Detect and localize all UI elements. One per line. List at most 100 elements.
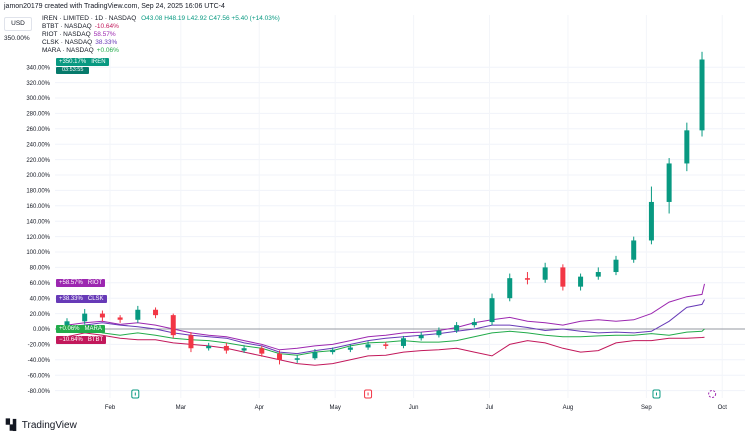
legend-symbol: BTBT · NASDAQ (42, 23, 92, 30)
candle-body (206, 345, 212, 349)
axis-marker: 350.00% (4, 35, 30, 42)
candle (135, 305, 141, 323)
price-label-btbt: −10.64% BTBT (56, 336, 107, 344)
candle-body (259, 348, 265, 354)
event-upcoming-icon[interactable] (708, 390, 717, 398)
candle-body (578, 276, 584, 287)
candle-body (223, 345, 229, 351)
candle-body (471, 322, 477, 326)
x-tick-label: Jul (486, 405, 494, 411)
x-tick-label: Oct (718, 405, 728, 411)
y-tick-label: 260.00% (26, 127, 50, 133)
candle-body (507, 278, 513, 299)
candle (613, 255, 619, 276)
price-label-riot: +58.57% RIOT (56, 279, 106, 287)
legend: IREN · LIMITED · 1D · NASDAQ O43.08 H48.… (42, 15, 280, 55)
candle (578, 273, 584, 291)
line-btbt (66, 332, 705, 366)
candle-body (699, 59, 705, 131)
candle (206, 342, 212, 351)
legend-symbol: CLSK · NASDAQ (42, 39, 93, 46)
candle (631, 236, 637, 263)
candle-body (347, 347, 353, 350)
line-mara (66, 326, 705, 356)
line-clsk (66, 299, 705, 355)
y-tick-label: 180.00% (26, 189, 50, 195)
candle-body (436, 330, 442, 336)
candle (648, 186, 654, 245)
candle-body (418, 335, 424, 339)
candle-body (383, 344, 389, 346)
y-tick-label: 300.00% (26, 96, 50, 102)
candle-body (560, 267, 566, 287)
legend-main[interactable]: IREN · LIMITED · 1D · NASDAQ O43.08 H48.… (42, 15, 280, 23)
y-tick-label: 280.00% (26, 112, 50, 118)
comparison-lines (66, 283, 705, 366)
candle (312, 349, 318, 360)
candle-body (365, 344, 371, 348)
x-tick-label: May (329, 405, 340, 411)
y-tick-label: 60.00% (30, 281, 51, 287)
legend-value: 58.57% (93, 31, 116, 38)
candle (542, 262, 548, 283)
legend-item-mara[interactable]: MARA · NASDAQ +0.06% (42, 47, 280, 55)
candle-body (82, 313, 88, 322)
legend-symbol: MARA · NASDAQ (42, 47, 94, 54)
tradingview-logo-icon: ▚▌ (6, 420, 20, 431)
candle (560, 264, 566, 291)
legend-item-clsk[interactable]: CLSK · NASDAQ 38.33% (42, 39, 280, 47)
candle (684, 122, 690, 172)
candle (347, 344, 353, 353)
candle-body (330, 349, 336, 353)
candle (188, 332, 194, 353)
y-tick-label: -20.00% (28, 343, 51, 349)
candle-body (684, 130, 690, 164)
price-label-mara: +0.06% MARA (56, 325, 105, 333)
legend-main-symbol: IREN · LIMITED · 1D · NASDAQ (42, 15, 137, 22)
candle-body (312, 352, 318, 359)
event-circle (708, 390, 717, 398)
y-tick-label: 220.00% (26, 158, 50, 164)
price-label-clsk: +38.33% CLSK (56, 295, 107, 303)
candle-body (489, 298, 495, 323)
candle (699, 51, 705, 137)
candle (82, 308, 88, 325)
y-tick-label: 120.00% (26, 235, 50, 241)
candle-body (631, 240, 637, 260)
y-tick-label: 240.00% (26, 142, 50, 148)
candle (365, 341, 371, 350)
candle (383, 342, 389, 350)
y-tick-label: 200.00% (26, 173, 50, 179)
candle-body (542, 267, 548, 280)
candle (666, 158, 672, 214)
candle-body (188, 335, 194, 349)
candle (117, 315, 123, 323)
y-tick-label: -80.00% (28, 389, 51, 395)
legend-symbol: RIOT · NASDAQ (42, 31, 91, 38)
legend-item-btbt[interactable]: BTBT · NASDAQ -10.64% (42, 23, 280, 31)
y-tick-label: 0.00% (33, 327, 51, 333)
attribution: jamon20179 created with TradingView.com,… (4, 3, 225, 10)
y-tick-label: 80.00% (30, 266, 51, 272)
x-tick-label: Sep (641, 405, 652, 411)
candle-body (277, 353, 283, 360)
currency-button[interactable]: USD (4, 17, 32, 31)
candle-body (400, 338, 406, 346)
candle-body (666, 163, 672, 202)
legend-item-riot[interactable]: RIOT · NASDAQ 58.57% (42, 31, 280, 39)
legend-value: -10.64% (94, 23, 119, 30)
candle-body (153, 309, 159, 316)
candle (277, 350, 283, 365)
event-earnings-icon[interactable] (364, 389, 373, 399)
candle (294, 355, 300, 363)
tradingview-logo[interactable]: ▚▌ TradingView (6, 420, 77, 431)
event-earnings-icon[interactable] (652, 389, 661, 399)
candle (223, 342, 229, 354)
event-earnings-icon[interactable] (131, 389, 140, 399)
event-markers[interactable] (131, 389, 717, 399)
price-label-iren: +350.17% IREN (56, 58, 109, 66)
candle (471, 318, 477, 328)
y-tick-label: 340.00% (26, 65, 50, 71)
y-tick-label: -60.00% (28, 373, 51, 379)
